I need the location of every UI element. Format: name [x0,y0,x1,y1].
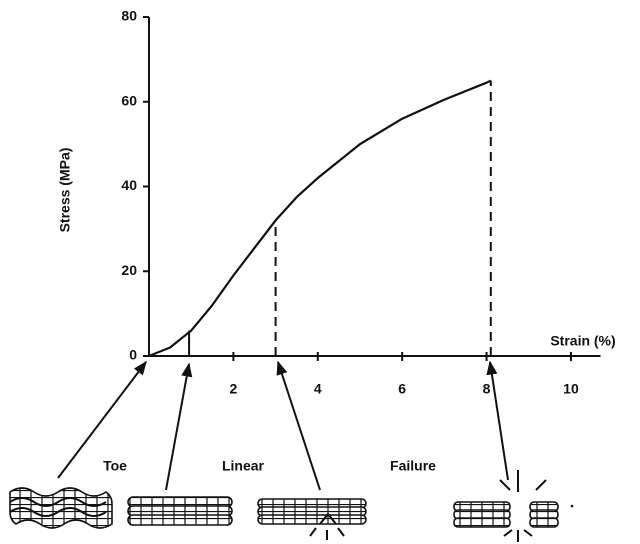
fiber-linear [258,499,366,540]
x-axis-label: Strain (%) [550,333,615,349]
y-tick-label: 20 [121,262,137,278]
y-tick-label: 40 [121,177,137,193]
stress-curve [149,81,491,356]
region-label: Failure [390,458,436,474]
y-axis-label: Stress (MPa) [57,148,73,233]
x-tick-label: 4 [314,381,322,397]
region-label: Linear [222,458,265,474]
y-tick-label: 80 [121,8,137,24]
y-tick-label: 60 [121,92,137,108]
fiber-failure [454,470,573,542]
fiber-wavy [10,488,112,528]
x-tick-label: 2 [229,381,237,397]
x-tick-label: 10 [563,381,579,397]
x-tick-label: 8 [483,381,491,397]
chart: Toe Linear Failure Strain (%) Stress (MP… [0,0,640,544]
x-tick-label: 6 [398,381,406,397]
region-label: Toe [103,458,127,474]
y-tick-label: 0 [129,347,137,363]
fiber-straight [128,497,232,525]
